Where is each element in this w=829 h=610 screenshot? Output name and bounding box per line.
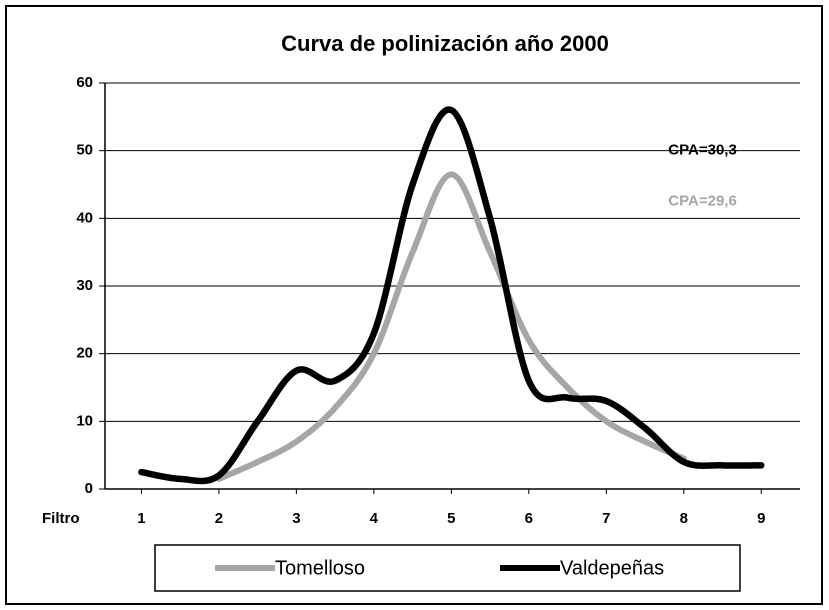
x-tick-label: 5	[447, 510, 455, 527]
legend-label: Tomelloso	[275, 557, 365, 579]
y-tick-label: 20	[76, 345, 93, 362]
x-tick-label: 1	[137, 510, 145, 527]
x-tick-label: 9	[757, 510, 765, 527]
x-tick-label: 7	[602, 510, 610, 527]
y-tick-label: 50	[76, 142, 93, 159]
chart-title: Curva de polinización año 2000	[281, 31, 609, 56]
x-axis-label: Filtro	[42, 510, 80, 527]
x-tick-label: 3	[292, 510, 300, 527]
annotation: CPA=30,3	[668, 142, 737, 159]
y-tick-label: 30	[76, 277, 93, 294]
x-tick-label: 4	[370, 510, 379, 527]
x-tick-label: 6	[525, 510, 533, 527]
y-tick-label: 0	[85, 480, 93, 497]
x-tick-label: 2	[215, 510, 223, 527]
series-line	[138, 106, 765, 485]
series-line	[215, 171, 687, 482]
y-tick-label: 60	[76, 74, 93, 91]
frame	[5, 5, 823, 605]
y-tick-label: 40	[76, 209, 93, 226]
x-tick-label: 8	[680, 510, 688, 527]
annotation: CPA=29,6	[668, 192, 737, 209]
legend-label: Valdepeñas	[560, 557, 664, 579]
y-tick-label: 10	[76, 412, 93, 429]
